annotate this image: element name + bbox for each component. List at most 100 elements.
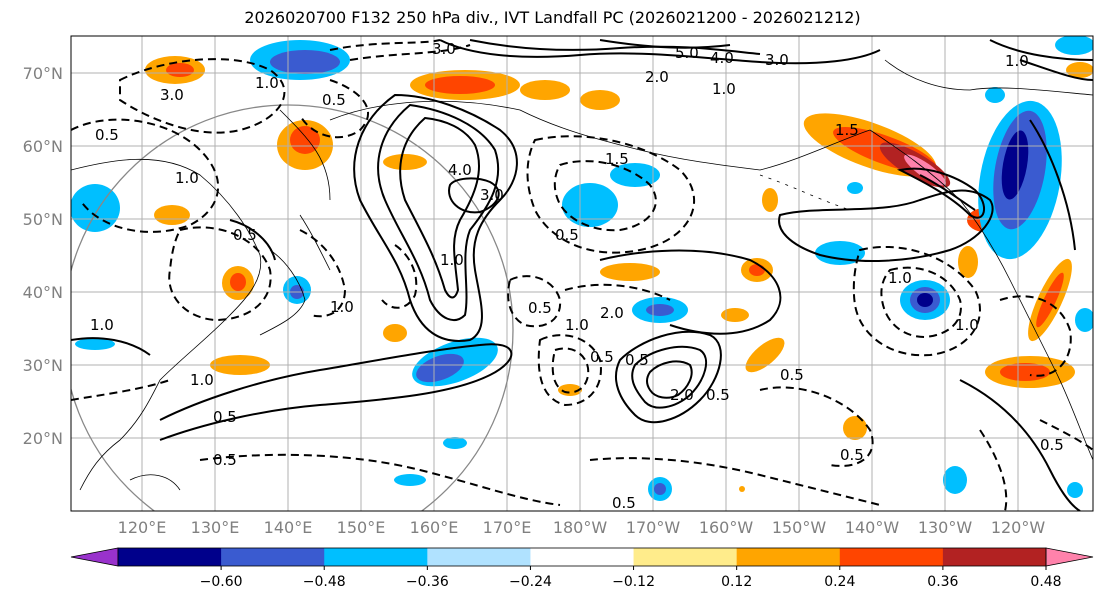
contour-label: 0.5: [528, 299, 552, 317]
contour-line: [1039, 419, 1093, 451]
positive-div-patch: [762, 188, 778, 212]
positive-div-patch: [739, 486, 745, 492]
contour-label: 1.0: [90, 316, 114, 334]
north-america-coastline: [869, 129, 1093, 461]
colorbar-cells: [70, 547, 1094, 567]
latitude-labels: 70°N 60°N 50°N 40°N 30°N 20°N: [23, 64, 63, 448]
contour-line: [589, 457, 881, 506]
lon-label: 170°E: [483, 518, 532, 537]
ivt-negative-contours: [71, 39, 1093, 511]
contour-line: [615, 330, 722, 424]
contour-label: 1.0: [255, 74, 279, 92]
positive-div-patch: [383, 154, 427, 170]
contour-line: [919, 174, 976, 211]
negative-div-patch: [1067, 482, 1083, 498]
contour-line: [537, 334, 602, 407]
colorbar-tick-label: 0.24: [824, 574, 855, 590]
lon-label: 150°W: [772, 518, 827, 537]
contour-line: [439, 39, 881, 65]
contour-label: 0.5: [213, 408, 237, 426]
asia-coastline: [71, 158, 262, 491]
landfall-region-circle: [71, 104, 514, 511]
positive-div-patch: [520, 80, 570, 100]
contour-label: 0.5: [95, 126, 119, 144]
colorbar-tick-label: 0.12: [721, 574, 752, 590]
colorbar: −0.60 −0.48 −0.36 −0.24 −0.12 0.12 0.24 0.36 0.4…: [70, 547, 1094, 590]
negative-div-patch: [654, 483, 666, 495]
map-background: [71, 36, 1093, 511]
contour-line: [448, 177, 500, 214]
colorbar-ticks: −0.60 −0.48 −0.36 −0.24 −0.12 0.12 0.24 0.36 0.4…: [200, 566, 1062, 590]
positive-div-patch: [154, 205, 190, 225]
lat-label: 40°N: [23, 283, 63, 302]
colorbar-cell: [221, 548, 325, 566]
contour-line: [329, 39, 441, 51]
lon-label: 120°W: [991, 518, 1046, 537]
contour-line: [880, 266, 962, 339]
positive-div-patch: [580, 90, 620, 110]
positive-div-patch: [600, 263, 660, 281]
ivt-positive-contours: [71, 39, 1093, 511]
contour-line: [852, 246, 981, 357]
arctic-coastline: [884, 59, 1093, 96]
contour-line: [599, 39, 731, 49]
contour-line: [959, 379, 1081, 511]
contour-label: 1.0: [440, 251, 464, 269]
colorbar-cell: [530, 548, 635, 566]
contour-label: 0.5: [590, 348, 614, 366]
lon-label: 160°W: [699, 518, 754, 537]
lat-label: 30°N: [23, 356, 63, 375]
positive-div-patch: [1066, 62, 1093, 78]
contour-label: 5.0: [675, 44, 699, 62]
contour-label: 0.5: [322, 91, 346, 109]
negative-div-patch: [1075, 308, 1093, 332]
lat-label: 50°N: [23, 210, 63, 229]
positive-div-patch: [558, 384, 582, 396]
lon-label: 130°E: [191, 518, 240, 537]
contour-line: [631, 345, 708, 409]
contour-label: 0.5: [612, 494, 636, 512]
contour-line: [119, 58, 286, 134]
negative-div-patch: [562, 183, 618, 227]
contour-line: [1029, 119, 1076, 251]
contour-line: [299, 229, 347, 318]
lon-label: 180°W: [553, 518, 608, 537]
positive-div-patch: [166, 63, 194, 77]
lat-label: 60°N: [23, 137, 63, 156]
lon-label: 130°W: [918, 518, 973, 537]
negative-div-patch: [1055, 36, 1093, 55]
contour-line: [377, 103, 500, 321]
negative-div-patch: [71, 184, 120, 232]
positive-div-patch: [425, 76, 495, 94]
colorbar-tick-label: −0.24: [509, 574, 552, 590]
contour-label: 1.0: [955, 316, 979, 334]
contour-label: 3.0: [480, 186, 504, 204]
contour-line: [229, 219, 276, 261]
map-gridlines: [71, 36, 1093, 511]
contour-line: [979, 429, 1008, 511]
colorbar-cell: [839, 548, 944, 566]
contour-label: 0.5: [840, 446, 864, 464]
positive-div-patch: [1036, 272, 1064, 328]
contour-line: [599, 249, 782, 335]
positive-div-patch: [958, 246, 978, 278]
positive-div-patch: [230, 273, 246, 291]
colorbar-extension-low: [70, 547, 119, 567]
negative-div-patch: [847, 182, 863, 194]
colorbar-extension-high: [1045, 547, 1094, 567]
contour-label: 0.5: [780, 366, 804, 384]
divergence-shading: [71, 36, 1093, 501]
contour-line: [646, 360, 693, 399]
contour-label: 4.0: [710, 49, 734, 67]
map-panel: 3.0 5.0 4.0 3.0 2.0 1.0 1.0 0.5 1.0 3.0 …: [70, 35, 1094, 512]
negative-div-patch: [943, 466, 967, 494]
contour-label: 0.5: [706, 386, 730, 404]
contour-line: [759, 386, 874, 467]
kamchatka-coastline: [279, 109, 331, 201]
longitude-labels: 120°E 130°E 140°E 150°E 160°E 170°E 180°…: [118, 518, 1046, 537]
positive-div-patch: [290, 126, 320, 154]
contour-line: [159, 343, 513, 441]
contour-line: [168, 226, 272, 322]
contour-label: 1.0: [712, 80, 736, 98]
